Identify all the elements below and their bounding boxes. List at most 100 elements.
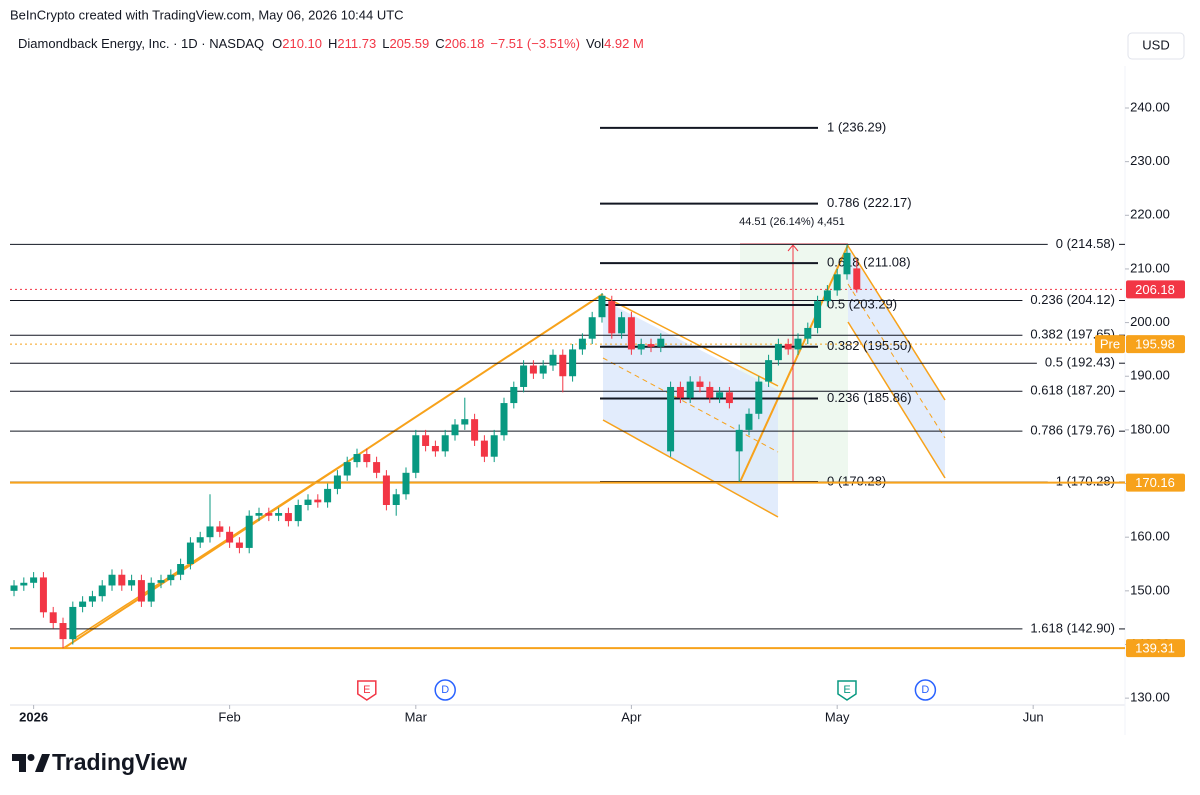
candle-body bbox=[392, 494, 400, 505]
candle-body bbox=[30, 577, 38, 583]
fib-label: 0.618 (187.20) bbox=[1030, 383, 1115, 398]
candle-body bbox=[451, 424, 459, 436]
event-marker bbox=[434, 679, 456, 701]
candle-body bbox=[69, 606, 77, 640]
channel-mid bbox=[847, 283, 946, 439]
candle-body bbox=[128, 580, 136, 586]
x-tick-label: Feb bbox=[218, 709, 240, 724]
candle-body bbox=[735, 429, 743, 452]
candle-body bbox=[500, 403, 508, 436]
candle-body bbox=[745, 413, 753, 430]
candle-body bbox=[186, 542, 194, 565]
brand: TradingView bbox=[52, 749, 187, 775]
candle-body bbox=[157, 580, 165, 583]
candle-body bbox=[480, 440, 488, 457]
candle-body bbox=[412, 435, 420, 473]
candle-body bbox=[578, 338, 586, 350]
currency-box[interactable] bbox=[1127, 32, 1185, 60]
candle-body bbox=[275, 513, 283, 516]
price-badge-label: 206.18 bbox=[1135, 282, 1175, 297]
fib-label: 0 (214.58) bbox=[1056, 236, 1115, 251]
candle-body bbox=[284, 513, 292, 522]
candle-body bbox=[853, 268, 861, 290]
candle-body bbox=[647, 344, 655, 347]
x-tick-label: Apr bbox=[621, 709, 642, 724]
candle-body bbox=[206, 526, 214, 538]
candle-body bbox=[118, 574, 126, 586]
candle-body bbox=[314, 499, 322, 503]
pre-tag bbox=[1095, 335, 1125, 354]
candle-body bbox=[304, 499, 312, 505]
candle-body bbox=[373, 462, 381, 473]
event-label: D bbox=[441, 684, 449, 696]
candle-body bbox=[422, 435, 430, 446]
y-tick-label: 160.00 bbox=[1130, 529, 1170, 544]
fib-label: 0.236 (204.12) bbox=[1030, 292, 1115, 307]
fib-ext-label: 0.618 (211.08) bbox=[827, 255, 911, 270]
candle-body bbox=[520, 365, 528, 387]
candle-body bbox=[196, 537, 204, 543]
price-badge-label: 195.98 bbox=[1135, 337, 1175, 352]
legend-label: L bbox=[382, 36, 389, 51]
candle-body bbox=[549, 354, 557, 366]
candle-body bbox=[755, 381, 763, 414]
event-marker bbox=[914, 679, 937, 701]
y-tick-label: 190.00 bbox=[1130, 368, 1170, 383]
y-tick-label: 230.00 bbox=[1130, 153, 1170, 168]
channel-line bbox=[602, 295, 779, 387]
candle-body bbox=[324, 488, 332, 503]
candle-body bbox=[98, 585, 106, 597]
candle-body bbox=[461, 419, 469, 425]
y-tick-label: 220.00 bbox=[1130, 207, 1170, 222]
logo-mark bbox=[12, 754, 26, 772]
candle-body bbox=[823, 290, 831, 302]
price-badge bbox=[1126, 280, 1185, 299]
candle-body bbox=[618, 317, 626, 334]
y-tick-label: 200.00 bbox=[1130, 314, 1170, 329]
legend-label: H bbox=[328, 36, 337, 51]
y-tick-label: 210.00 bbox=[1130, 260, 1170, 275]
candle-body bbox=[471, 419, 479, 441]
logo-mark bbox=[27, 754, 35, 761]
candle-body bbox=[294, 504, 302, 522]
x-tick-label: Jun bbox=[1023, 709, 1044, 724]
candle-body bbox=[333, 475, 341, 489]
fib-label: 0.5 (192.43) bbox=[1045, 355, 1115, 370]
price-badge bbox=[1126, 639, 1185, 658]
x-tick-label: May bbox=[825, 709, 850, 724]
y-tick-label: 130.00 bbox=[1130, 690, 1170, 705]
channel-line bbox=[602, 419, 779, 518]
event-label: E bbox=[363, 684, 370, 696]
legend-value: 211.73 bbox=[337, 36, 376, 51]
candle-body bbox=[108, 574, 116, 586]
candle-body bbox=[804, 327, 812, 339]
candle-body bbox=[137, 580, 145, 602]
candle-body bbox=[608, 301, 616, 334]
symbol-legend: Diamondback Energy, Inc. · 1D · NASDAQ O2… bbox=[18, 36, 644, 51]
fib-ext-label: 1 (236.29) bbox=[827, 119, 886, 134]
candle-body bbox=[725, 392, 733, 404]
candle-body bbox=[774, 344, 782, 361]
price-badge bbox=[1126, 335, 1185, 354]
candle-body bbox=[676, 386, 684, 398]
candle-body bbox=[490, 435, 498, 457]
candle-body bbox=[343, 462, 351, 476]
channel-line bbox=[847, 245, 946, 401]
fib-label: 1 (170.28) bbox=[1056, 473, 1115, 488]
fib-ext-label: 0.236 (185.86) bbox=[827, 390, 912, 405]
legend-label: Vol bbox=[586, 36, 604, 51]
x-tick-label: 2026 bbox=[19, 709, 48, 724]
attribution: BeInCrypto created with TradingView.com,… bbox=[10, 7, 404, 22]
price-badge bbox=[1126, 473, 1185, 492]
price-badge-label: 170.16 bbox=[1135, 475, 1175, 490]
candle-body bbox=[706, 386, 714, 398]
legend-value: 206.18 bbox=[445, 36, 485, 51]
candle-body bbox=[255, 513, 263, 516]
measure-arrowhead bbox=[787, 244, 799, 252]
currency[interactable]: USD bbox=[1142, 37, 1169, 52]
event-label: D bbox=[921, 684, 929, 696]
trend-line bbox=[71, 462, 346, 641]
candle-body bbox=[598, 295, 606, 318]
candle-body bbox=[843, 252, 851, 275]
